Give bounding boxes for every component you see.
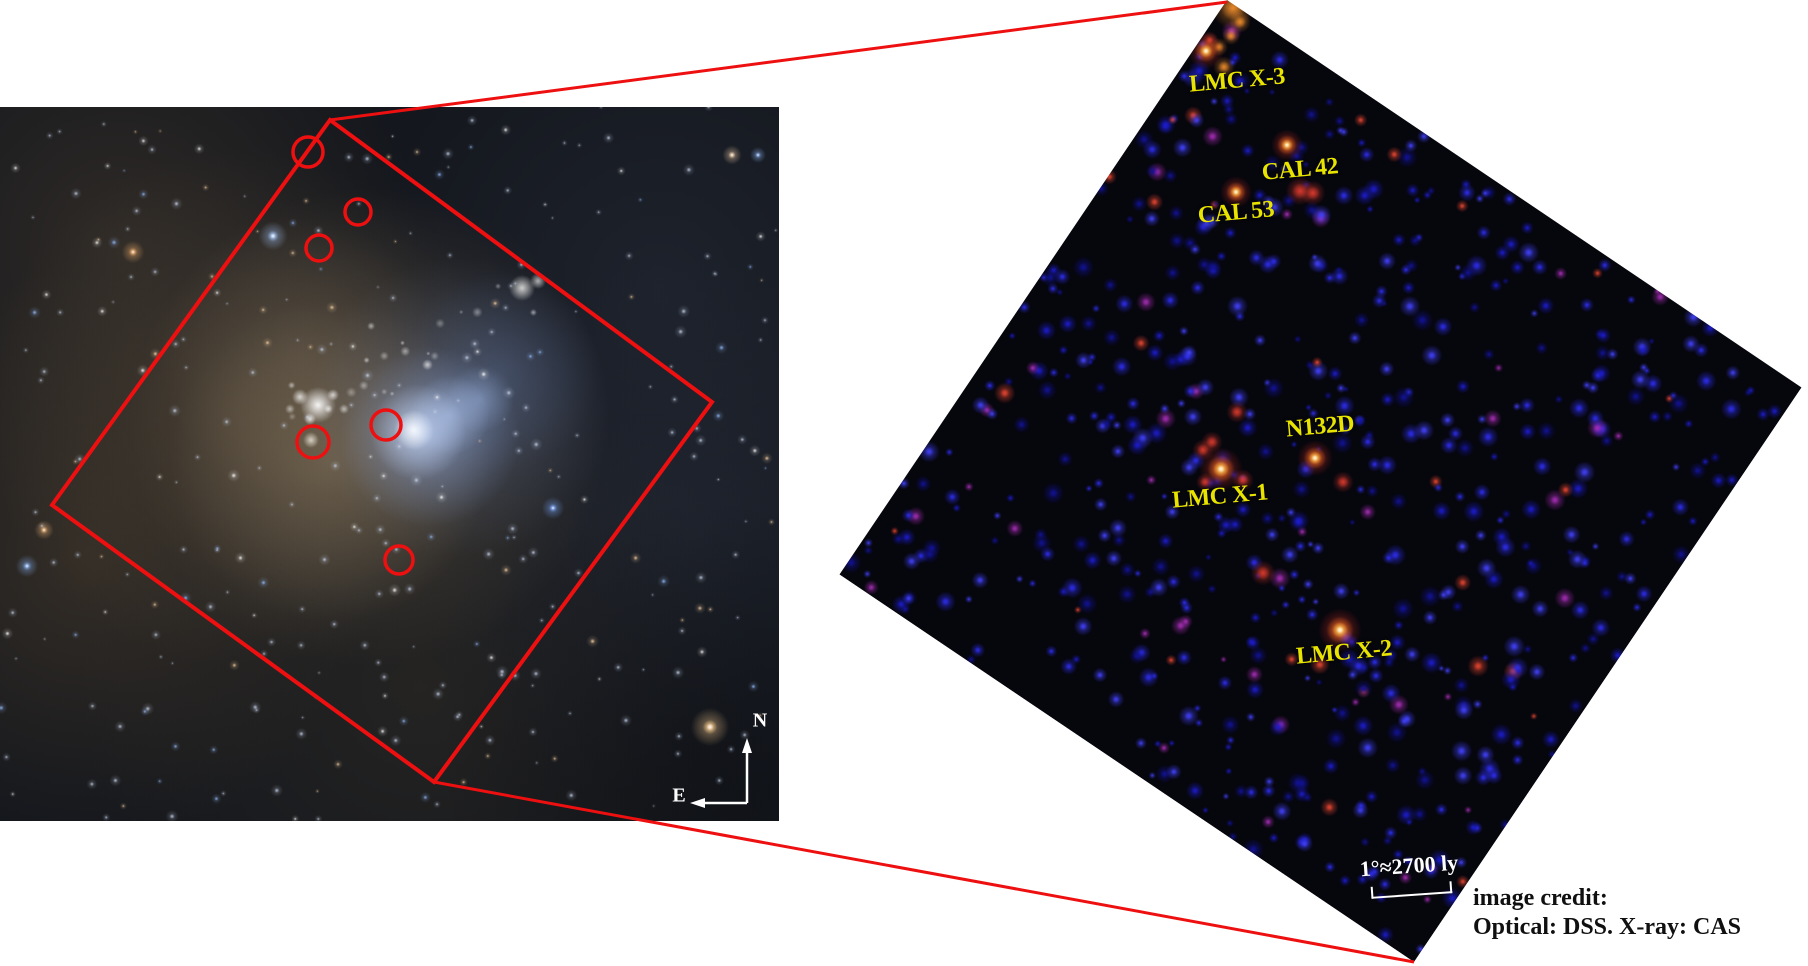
optical-galaxy-image (0, 107, 779, 821)
xray-image-canvas (839, 0, 1802, 963)
credit-line-2: Optical: DSS. X-ray: CAS (1473, 914, 1741, 940)
connector-line-1 (329, 0, 1228, 122)
compass-east-label: E (672, 784, 686, 807)
compass-north-label: N (752, 709, 768, 732)
xray-image-panel (839, 0, 1802, 963)
credit-line-1: image credit: (1473, 885, 1608, 911)
image-credit: image credit: Optical: DSS. X-ray: CAS (1473, 884, 1741, 942)
